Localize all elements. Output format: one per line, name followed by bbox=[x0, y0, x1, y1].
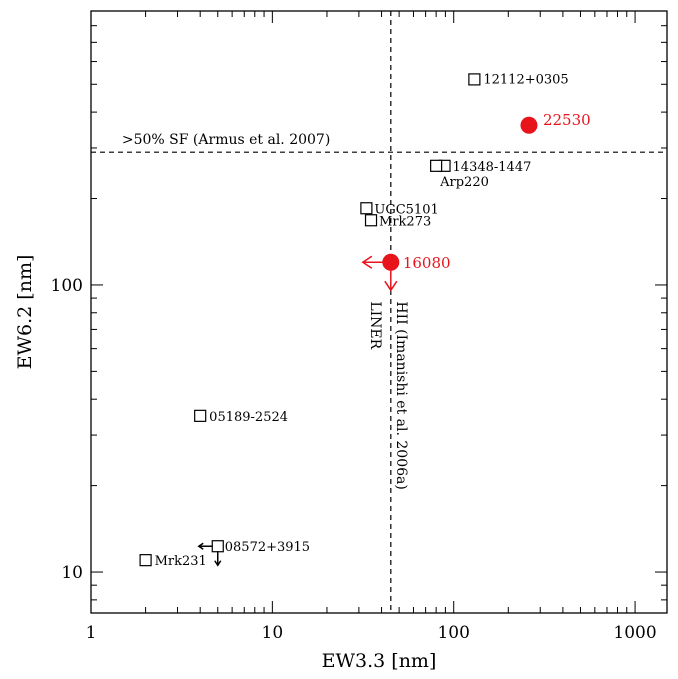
hii-label: HII (Imanishi et al. 2006a) bbox=[393, 301, 409, 489]
point-marker bbox=[520, 116, 538, 134]
point-marker bbox=[360, 202, 373, 215]
x-tick-label: 1000 bbox=[613, 623, 656, 643]
upper-limit-arrowhead-x bbox=[361, 255, 373, 269]
point-label: 08572+3915 bbox=[225, 540, 310, 555]
point-label: 22530 bbox=[543, 111, 591, 129]
point-label: 16080 bbox=[403, 254, 451, 272]
upper-limit-arrowhead-x bbox=[197, 542, 204, 550]
point-marker bbox=[430, 159, 443, 172]
plot-frame bbox=[90, 10, 668, 614]
x-tick-label: 100 bbox=[437, 623, 469, 643]
sf-threshold-label: >50% SF (Armus et al. 2007) bbox=[122, 132, 330, 148]
point-label: 14348-1447 bbox=[453, 160, 532, 175]
x-axis-title: EW3.3 [nm] bbox=[322, 650, 437, 672]
point-label: 05189-2524 bbox=[209, 410, 288, 425]
x-tick-label: 1 bbox=[86, 623, 97, 643]
y-axis-title: EW6.2 [nm] bbox=[14, 255, 36, 370]
threshold-lines: >50% SF (Armus et al. 2007) HII (Imanishi… bbox=[91, 11, 667, 613]
liner-label: LINER bbox=[367, 301, 383, 349]
upper-limit-arrowhead-y bbox=[214, 560, 222, 567]
point-label: Arp220 bbox=[439, 175, 489, 190]
y-tick-label: 100 bbox=[51, 276, 83, 296]
point-label: 12112+0305 bbox=[483, 72, 568, 87]
point-marker bbox=[211, 540, 224, 553]
point-label: Mrk231 bbox=[155, 554, 207, 569]
point-label: Mrk273 bbox=[379, 214, 431, 229]
tick-labels: 1 10 100 1000 10 100 bbox=[51, 276, 657, 643]
point-marker bbox=[139, 554, 152, 567]
x-tick-label: 10 bbox=[262, 623, 284, 643]
point-label: UGC5101 bbox=[374, 202, 438, 217]
y-tick-label: 10 bbox=[61, 563, 83, 583]
axis-ticks bbox=[90, 10, 667, 613]
upper-limit-arrowhead-y bbox=[384, 280, 398, 292]
point-marker bbox=[364, 214, 378, 227]
point-marker bbox=[468, 73, 481, 86]
point-marker bbox=[194, 409, 207, 422]
